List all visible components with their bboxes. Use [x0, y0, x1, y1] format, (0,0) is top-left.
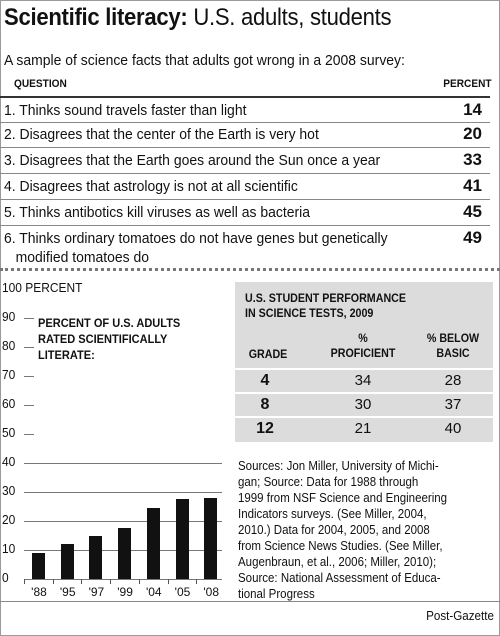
- bar: [89, 535, 103, 579]
- table-divider: [235, 416, 493, 418]
- y-tick-label: 80: [2, 338, 16, 353]
- x-tick-mark: [110, 579, 112, 584]
- below-basic-cell: 28: [444, 372, 462, 389]
- y-tick-line: [24, 492, 222, 493]
- question-text: 5. Thinks antibotics kill viruses as wel…: [4, 204, 310, 221]
- x-tick-label: '04: [145, 585, 162, 599]
- proficient-cell: 30: [354, 396, 372, 413]
- y-tick-line: [24, 347, 34, 348]
- x-tick-label: '99: [117, 585, 133, 599]
- below-basic-column-header: % BELOW BASIC: [426, 333, 480, 360]
- x-tick-label: '05: [174, 585, 191, 599]
- y-tick-line: [24, 579, 222, 580]
- question-row: 1. Thinks sound travels faster than ligh…: [0, 96, 490, 123]
- x-tick-mark: [52, 579, 54, 584]
- x-tick-label: '97: [88, 585, 105, 599]
- y-tick-label: 50: [2, 425, 16, 440]
- subtitle: A sample of science facts that adults go…: [4, 52, 405, 69]
- student-performance-table: U.S. STUDENT PERFORMANCE IN SCIENCE TESTS…: [235, 282, 493, 442]
- question-column-header: QUESTION: [14, 78, 67, 90]
- grade-column-header: GRADE: [248, 349, 288, 361]
- y-tick-line: [24, 521, 222, 522]
- y-tick-label: 30: [2, 483, 16, 498]
- question-text: 6. Thinks ordinary tomatoes do not have …: [4, 230, 388, 266]
- y-tick-label: 10: [2, 541, 16, 556]
- question-row: 3. Disagrees that the Earth goes around …: [0, 148, 490, 174]
- footer-divider: [0, 601, 500, 602]
- credit: Post-Gazette: [426, 609, 494, 623]
- y-tick-label: 100 PERCENT: [2, 280, 83, 295]
- y-tick-label: 90: [2, 309, 16, 324]
- y-tick-label: 70: [2, 367, 16, 382]
- grade-cell: 12: [256, 420, 274, 437]
- proficient-column-header: % PROFICIENT: [330, 333, 396, 360]
- y-tick-line: [24, 463, 222, 464]
- x-tick-label: '88: [31, 585, 47, 599]
- bar: [118, 528, 132, 579]
- question-row: 5. Thinks antibotics kill viruses as wel…: [0, 200, 490, 226]
- below-basic-cell: 40: [444, 420, 462, 437]
- bar: [204, 497, 218, 579]
- page-title: Scientific literacy: U.S. adults, studen…: [4, 4, 392, 31]
- y-tick-label: 40: [2, 454, 16, 469]
- table-title: U.S. STUDENT PERFORMANCE IN SCIENCE TESTS…: [245, 293, 407, 320]
- below-basic-cell: 37: [444, 396, 462, 413]
- y-tick-label: 60: [2, 396, 16, 411]
- question-row: 2. Disagrees that the center of the Eart…: [0, 122, 490, 148]
- question-percent: 20: [463, 124, 482, 143]
- question-text: 1. Thinks sound travels faster than ligh…: [4, 102, 247, 119]
- x-tick-mark: [24, 579, 25, 584]
- y-tick-line: [24, 376, 34, 377]
- question-text: 2. Disagrees that the center of the Eart…: [4, 126, 319, 143]
- grade-cell: 4: [260, 372, 270, 389]
- question-percent: 33: [463, 150, 482, 169]
- chart-title: PERCENT OF U.S. ADULTS RATED SCIENTIFICA…: [38, 316, 181, 362]
- question-text: 4. Disagrees that astrology is not at al…: [4, 178, 298, 195]
- table-divider: [235, 368, 493, 370]
- percent-column-header: PERCENT: [443, 78, 492, 90]
- table-divider: [235, 392, 493, 394]
- bar: [146, 507, 160, 579]
- grade-cell: 8: [260, 396, 270, 413]
- x-tick-mark: [81, 579, 83, 584]
- proficient-cell: 21: [354, 420, 372, 437]
- y-tick-line: [24, 434, 34, 435]
- question-percent: 14: [463, 100, 482, 119]
- y-tick-label: 20: [2, 512, 16, 527]
- proficient-cell: 34: [354, 372, 372, 389]
- bar: [175, 499, 189, 579]
- x-tick-mark: [138, 579, 140, 584]
- x-tick-mark: [196, 579, 198, 584]
- x-tick-mark: [167, 579, 169, 584]
- question-row: 6. Thinks ordinary tomatoes do not have …: [0, 226, 490, 266]
- bar: [60, 544, 74, 579]
- sources-note: Sources: Jon Miller, University of Michi…: [238, 459, 448, 601]
- x-tick-label: '08: [203, 585, 219, 599]
- bar: [32, 552, 45, 579]
- question-percent: 49: [463, 228, 482, 247]
- y-tick-line: [24, 318, 34, 319]
- question-percent: 45: [463, 202, 482, 221]
- section-divider: [0, 268, 500, 271]
- question-row: 4. Disagrees that astrology is not at al…: [0, 174, 490, 200]
- y-tick-label: 0: [2, 570, 9, 585]
- question-percent: 41: [463, 176, 482, 195]
- question-text: 3. Disagrees that the Earth goes around …: [4, 152, 381, 169]
- x-tick-label: '95: [59, 585, 76, 599]
- y-tick-line: [24, 405, 34, 406]
